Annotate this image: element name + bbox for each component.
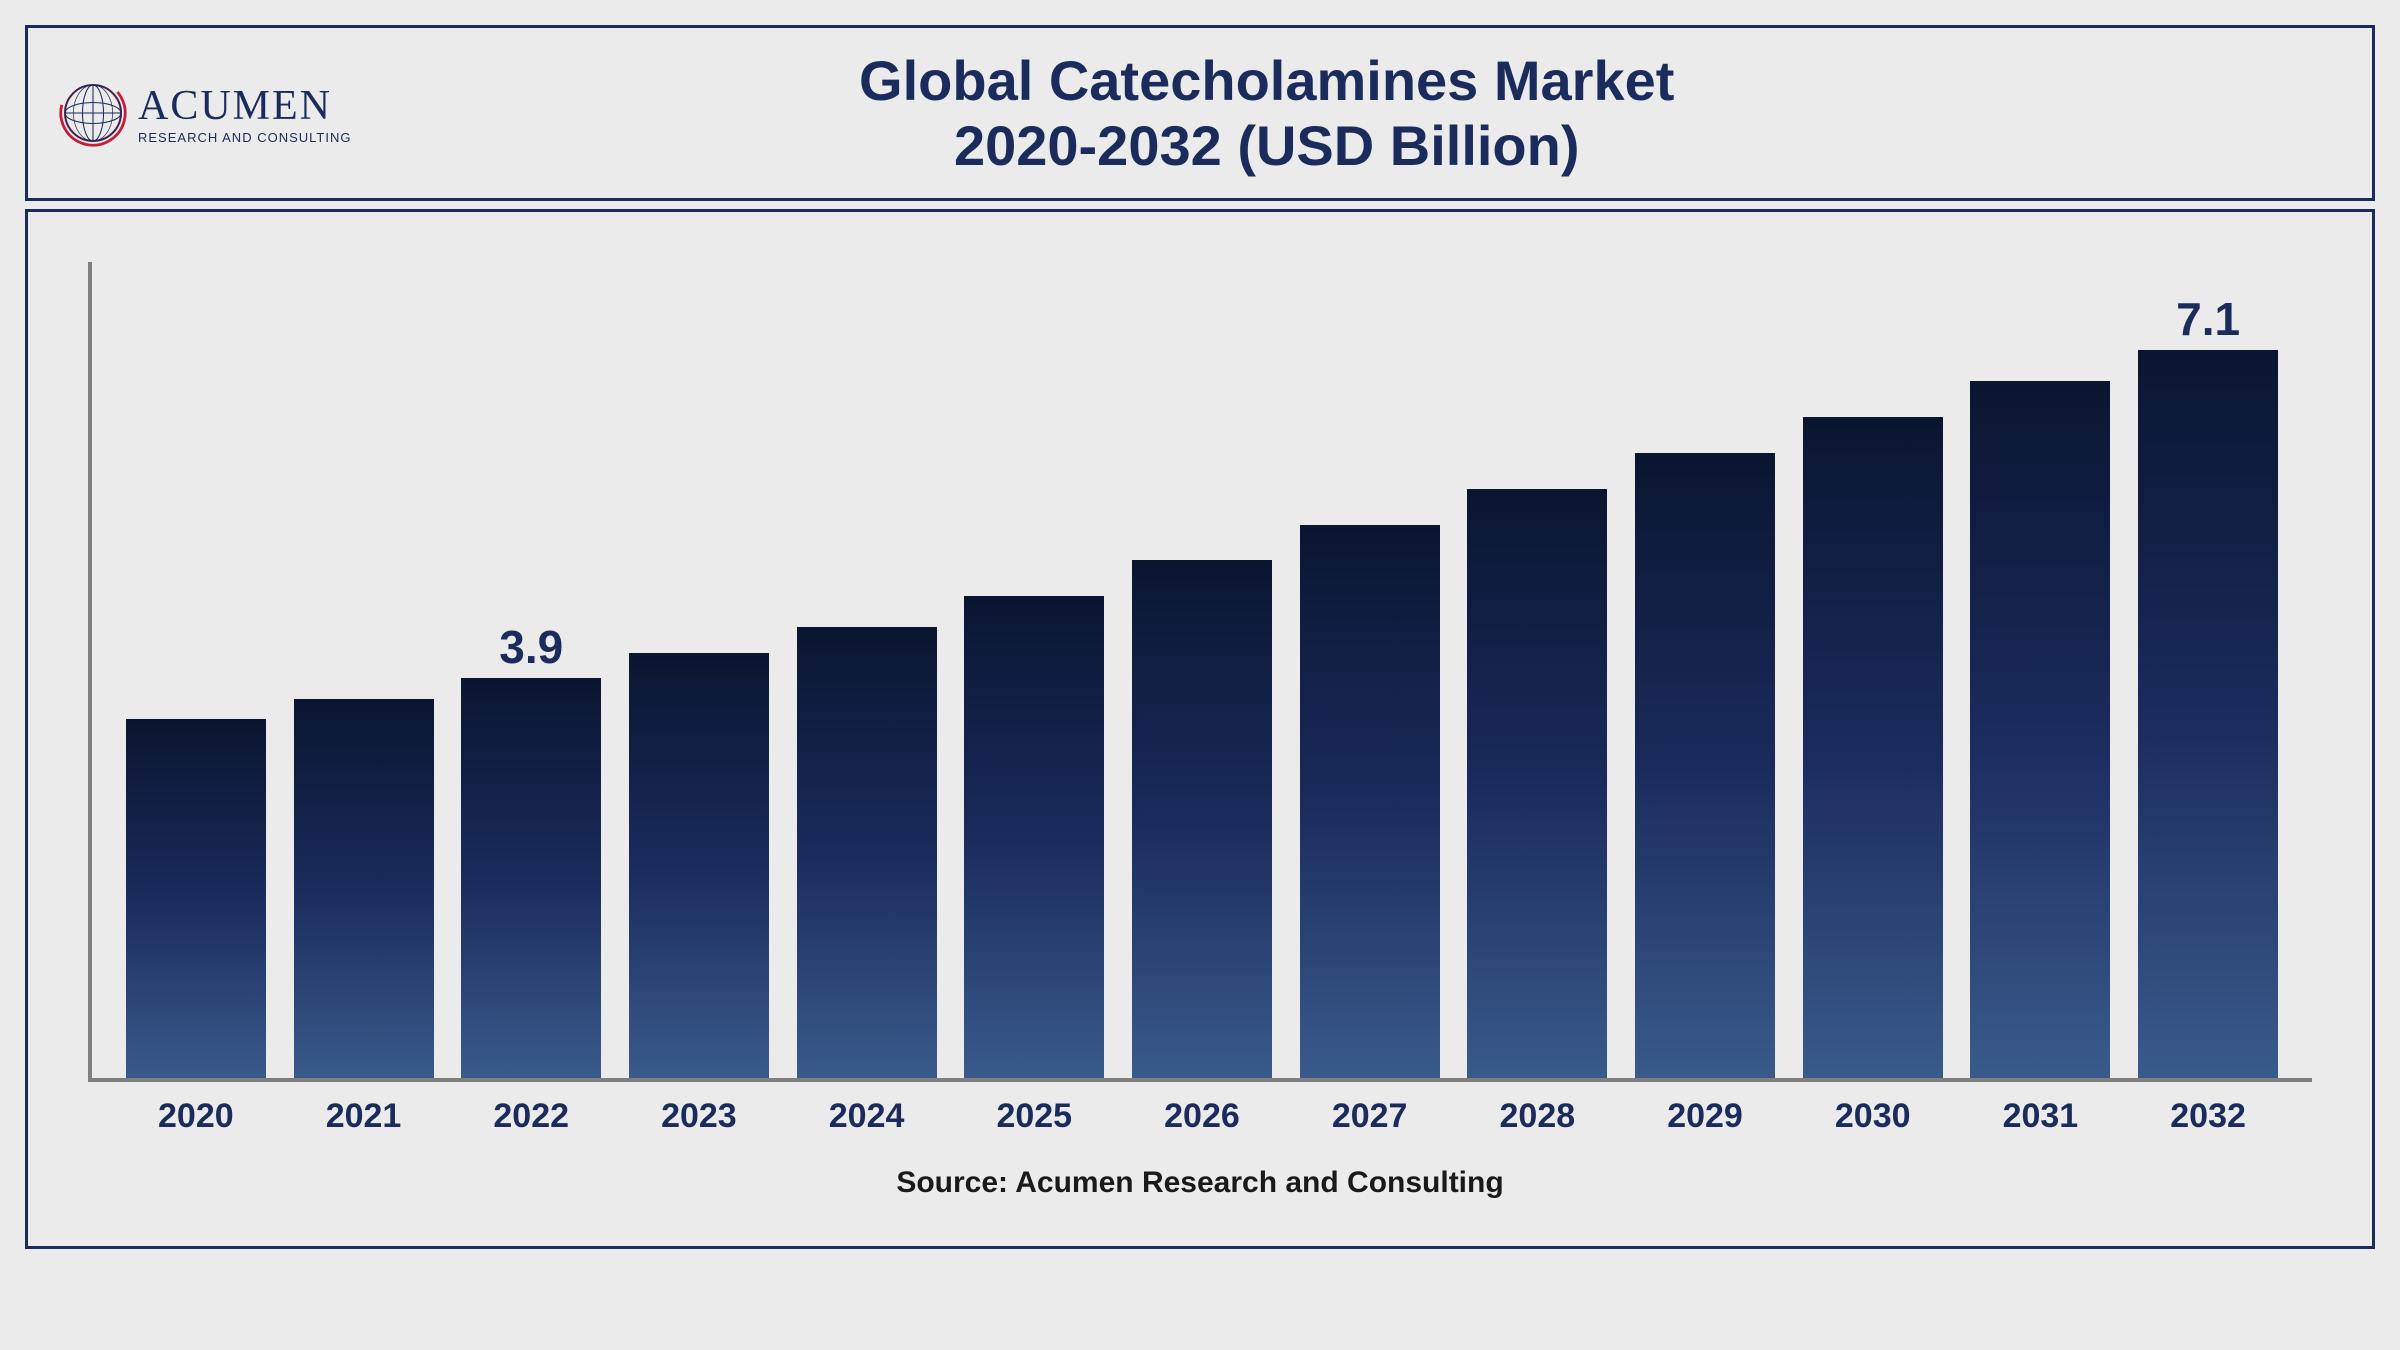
x-axis-label: 2031 <box>1970 1097 2110 1136</box>
bar-wrapper <box>126 719 266 1078</box>
x-axis-label: 2022 <box>461 1097 601 1136</box>
bar <box>1803 417 1943 1078</box>
bar-wrapper: 7.1 <box>2138 350 2278 1078</box>
bar-wrapper <box>1467 489 1607 1078</box>
bar <box>2138 350 2278 1078</box>
company-logo: ACUMEN RESEARCH AND CONSULTING <box>58 78 351 148</box>
bar <box>1467 489 1607 1078</box>
bar <box>1300 525 1440 1079</box>
logo-text: ACUMEN RESEARCH AND CONSULTING <box>138 82 351 145</box>
x-axis-label: 2020 <box>126 1097 266 1136</box>
bar-wrapper <box>1635 453 1775 1078</box>
bar-value-label: 3.9 <box>499 620 563 674</box>
bar <box>629 653 769 1078</box>
x-axis-label: 2025 <box>964 1097 1104 1136</box>
bar <box>1132 560 1272 1078</box>
title-container: Global Catecholamines Market 2020-2032 (… <box>391 48 2142 178</box>
logo-sub-text: RESEARCH AND CONSULTING <box>138 130 351 145</box>
x-axis-label: 2027 <box>1300 1097 1440 1136</box>
x-axis-label: 2030 <box>1803 1097 1943 1136</box>
bar <box>461 678 601 1078</box>
bar-wrapper: 3.9 <box>461 678 601 1078</box>
bar-wrapper <box>294 699 434 1078</box>
bar-wrapper <box>797 627 937 1078</box>
x-axis-label: 2028 <box>1467 1097 1607 1136</box>
bar <box>1635 453 1775 1078</box>
bar <box>964 596 1104 1078</box>
x-axis-label: 2021 <box>294 1097 434 1136</box>
globe-icon <box>58 78 128 148</box>
x-axis-labels: 2020 2021 2022 2023 2024 2025 2026 2027 2028 2029… <box>92 1082 2312 1136</box>
x-axis-label: 2032 <box>2138 1097 2278 1136</box>
bar <box>1970 381 2110 1078</box>
title-line-1: Global Catecholamines Market <box>391 48 2142 113</box>
logo-main-text: ACUMEN <box>138 82 351 130</box>
bar-wrapper <box>964 596 1104 1078</box>
bar-value-label: 7.1 <box>2176 292 2240 346</box>
chart-container: 3.97.1 202020212022202320242025202620272… <box>25 209 2375 1249</box>
bar-wrapper <box>1300 525 1440 1079</box>
title-line-2: 2020-2032 (USD Billion) <box>391 113 2142 178</box>
bar-wrapper <box>629 653 769 1078</box>
x-axis-label: 2023 <box>629 1097 769 1136</box>
bar-wrapper <box>1132 560 1272 1078</box>
source-text: Source: Acumen Research and Consulting <box>88 1166 2312 1200</box>
bar-wrapper <box>1970 381 2110 1078</box>
chart-area: 3.9 7.1 <box>88 262 2312 1082</box>
x-axis-label: 2026 <box>1132 1097 1272 1136</box>
bar-wrapper <box>1803 417 1943 1078</box>
bar <box>126 719 266 1078</box>
bars-container: 3.9 7.1 <box>92 262 2312 1078</box>
bar <box>294 699 434 1078</box>
header-box: ACUMEN RESEARCH AND CONSULTING Global Ca… <box>25 25 2375 201</box>
x-axis-label: 2024 <box>797 1097 937 1136</box>
x-axis-label: 2029 <box>1635 1097 1775 1136</box>
bar <box>797 627 937 1078</box>
